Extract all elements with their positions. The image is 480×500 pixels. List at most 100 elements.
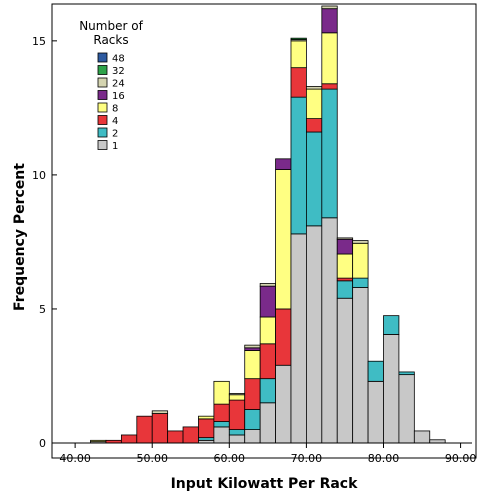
- bar-segment-1-bin-15: [321, 217, 338, 444]
- bar-segment-8-bin-17: [352, 242, 369, 279]
- bar-segment-2-bin-18: [367, 360, 384, 382]
- bar-segment-4-bin-12: [275, 308, 292, 366]
- bar-segment-1-bin-17: [352, 287, 369, 444]
- bar-segment-4-bin-4: [151, 413, 169, 444]
- bar-segment-2-bin-13: [290, 96, 307, 235]
- bars-group: [90, 5, 446, 444]
- bar-segment-1-bin-19: [383, 334, 400, 444]
- bar-segment-4-bin-10: [244, 378, 261, 410]
- bar-segment-2-bin-9: [228, 429, 246, 436]
- bar-segment-24-bin-11: [259, 283, 276, 287]
- bar-segment-2-bin-16: [336, 280, 354, 299]
- bar-segment-1-bin-8: [213, 426, 230, 444]
- bar-segment-1-bin-16: [336, 297, 354, 444]
- bar-segment-2-bin-11: [259, 378, 276, 404]
- y-tick-label: 0: [39, 437, 46, 450]
- bar-segment-4-bin-7: [198, 418, 215, 439]
- legend-swatch-48: [97, 52, 108, 63]
- bar-segment-1-bin-21: [413, 430, 431, 444]
- bar-segment-2-bin-7: [198, 437, 215, 441]
- bar-segment-4-bin-9: [228, 399, 246, 430]
- x-tick-label: 80.00: [368, 452, 400, 465]
- bar-segment-4-bin-2: [120, 434, 138, 444]
- legend-label-8: 8: [112, 104, 118, 115]
- bar-segment-2-bin-14: [305, 131, 323, 227]
- y-tick-label: 5: [39, 303, 46, 316]
- bar-segment-8-bin-10: [244, 350, 261, 380]
- bar-segment-2-bin-10: [244, 409, 261, 430]
- legend-label-24: 24: [112, 79, 125, 90]
- bar-segment-4-bin-16: [336, 277, 354, 282]
- x-tick-label: 60.00: [214, 452, 246, 465]
- bar-segment-4-bin-6: [182, 426, 199, 444]
- x-axis-title: Input Kilowatt Per Rack: [171, 476, 358, 492]
- x-tick-label: 70.00: [291, 452, 323, 465]
- bar-segment-8-bin-0: [90, 439, 107, 443]
- legend-swatch-2: [97, 127, 108, 138]
- legend-title-line1: Number of: [79, 19, 143, 33]
- bar-segment-4-bin-13: [290, 67, 307, 98]
- bar-segment-24-bin-14: [305, 86, 323, 90]
- bar-segment-32-bin-13: [290, 37, 307, 40]
- bar-segment-16-bin-15: [321, 8, 338, 34]
- bar-segment-2-bin-8: [213, 421, 230, 428]
- bar-segment-24-bin-9: [228, 392, 246, 396]
- legend-title-line2: Racks: [93, 33, 128, 47]
- bar-segment-8-bin-16: [336, 253, 354, 279]
- legend-label-32: 32: [112, 66, 125, 77]
- bar-segment-1-bin-18: [367, 380, 384, 444]
- x-tick-label: 50.00: [136, 452, 168, 465]
- bar-segment-16-bin-12: [275, 158, 292, 170]
- y-tick-label: 15: [32, 35, 46, 48]
- bar-segment-8-bin-7: [198, 415, 215, 420]
- legend-swatch-4: [97, 115, 108, 125]
- bar-segment-2-bin-19: [383, 315, 400, 335]
- bar-segment-2-bin-15: [321, 88, 338, 219]
- bar-segment-24-bin-4: [151, 410, 169, 414]
- bar-segment-1-bin-9: [228, 434, 246, 444]
- legend-label-48: 48: [112, 54, 125, 65]
- bar-segment-8-bin-11: [259, 316, 276, 345]
- bar-segment-8-bin-9: [228, 394, 246, 401]
- axes-group: 40.00 50.00 60.00 70.00 80.00 90.00 0 5 10 15: [32, 35, 476, 465]
- legend-swatch-16: [97, 90, 108, 100]
- bar-segment-1-bin-11: [259, 402, 276, 444]
- bar-segment-1-bin-13: [290, 233, 307, 444]
- bar-segment-16-bin-10: [244, 347, 261, 351]
- bar-segment-2-bin-17: [352, 277, 369, 288]
- y-tick-label: 10: [32, 169, 46, 182]
- bar-segment-8-bin-8: [213, 380, 230, 405]
- bar-segment-24-bin-15: [321, 5, 338, 10]
- legend-label-16: 16: [112, 91, 125, 102]
- legend-label-2: 2: [112, 129, 118, 140]
- bar-segment-8-bin-14: [305, 88, 323, 120]
- bar-segment-8-bin-12: [275, 169, 292, 310]
- legend-label-4: 4: [112, 116, 118, 127]
- bar-segment-8-bin-15: [321, 32, 338, 85]
- legend-label-1: 1: [112, 141, 118, 152]
- bar-segment-16-bin-11: [259, 285, 276, 318]
- x-tick-label: 40.00: [59, 452, 91, 465]
- bar-segment-4-bin-11: [259, 343, 276, 380]
- bar-segment-16-bin-16: [336, 238, 354, 255]
- bar-segment-4-bin-3: [136, 415, 153, 444]
- bar-segment-1-bin-10: [244, 429, 261, 444]
- bar-segment-2-bin-20: [398, 371, 415, 376]
- legend-swatch-32: [97, 65, 108, 75]
- y-axis-title: Frequency Percent: [12, 163, 28, 311]
- bar-segment-24-bin-16: [336, 237, 354, 240]
- bar-segment-4-bin-14: [305, 118, 323, 133]
- bar-segment-24-bin-10: [244, 344, 261, 349]
- bar-segment-4-bin-8: [213, 403, 230, 422]
- x-tick-label: 90.00: [445, 452, 477, 465]
- bar-segment-24-bin-17: [352, 240, 369, 244]
- legend-swatch-8: [97, 102, 108, 113]
- legend-swatch-1: [97, 140, 108, 150]
- legend-swatch-24: [97, 77, 108, 88]
- bar-segment-4-bin-15: [321, 83, 338, 90]
- bar-segment-8-bin-13: [290, 40, 307, 69]
- bar-segment-4-bin-5: [167, 430, 184, 444]
- bar-segment-1-bin-12: [275, 364, 292, 444]
